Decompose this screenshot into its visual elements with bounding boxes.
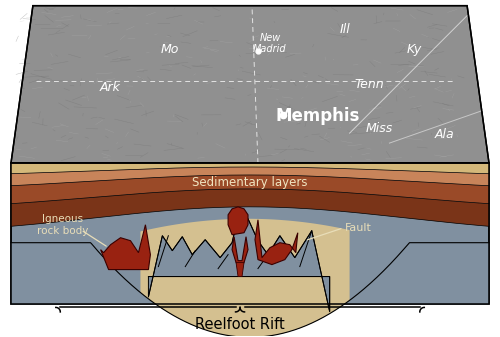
Text: Sedimentary layers: Sedimentary layers bbox=[192, 177, 308, 189]
Text: Miss: Miss bbox=[366, 122, 393, 135]
Polygon shape bbox=[228, 207, 248, 235]
Polygon shape bbox=[11, 189, 489, 226]
Text: Ky: Ky bbox=[406, 43, 422, 56]
Text: Tenn: Tenn bbox=[354, 78, 384, 91]
Text: Ala: Ala bbox=[434, 128, 454, 141]
Polygon shape bbox=[11, 163, 489, 304]
Polygon shape bbox=[140, 219, 350, 337]
Polygon shape bbox=[11, 243, 489, 337]
Text: Reelfoot Rift: Reelfoot Rift bbox=[195, 317, 285, 332]
Text: Memphis: Memphis bbox=[276, 107, 360, 125]
Text: Mo: Mo bbox=[161, 43, 180, 56]
Text: Ill: Ill bbox=[339, 23, 350, 36]
Polygon shape bbox=[148, 217, 330, 312]
Text: Igneous
rock body: Igneous rock body bbox=[37, 214, 88, 236]
Polygon shape bbox=[255, 220, 298, 265]
Text: New
Madrid: New Madrid bbox=[253, 33, 286, 54]
Polygon shape bbox=[100, 225, 150, 270]
Polygon shape bbox=[11, 6, 489, 163]
Polygon shape bbox=[236, 263, 244, 277]
Polygon shape bbox=[11, 167, 489, 186]
Polygon shape bbox=[11, 163, 489, 174]
Polygon shape bbox=[11, 175, 489, 204]
Text: Ark: Ark bbox=[100, 81, 121, 94]
Text: Fault: Fault bbox=[344, 223, 372, 233]
Polygon shape bbox=[232, 237, 248, 267]
